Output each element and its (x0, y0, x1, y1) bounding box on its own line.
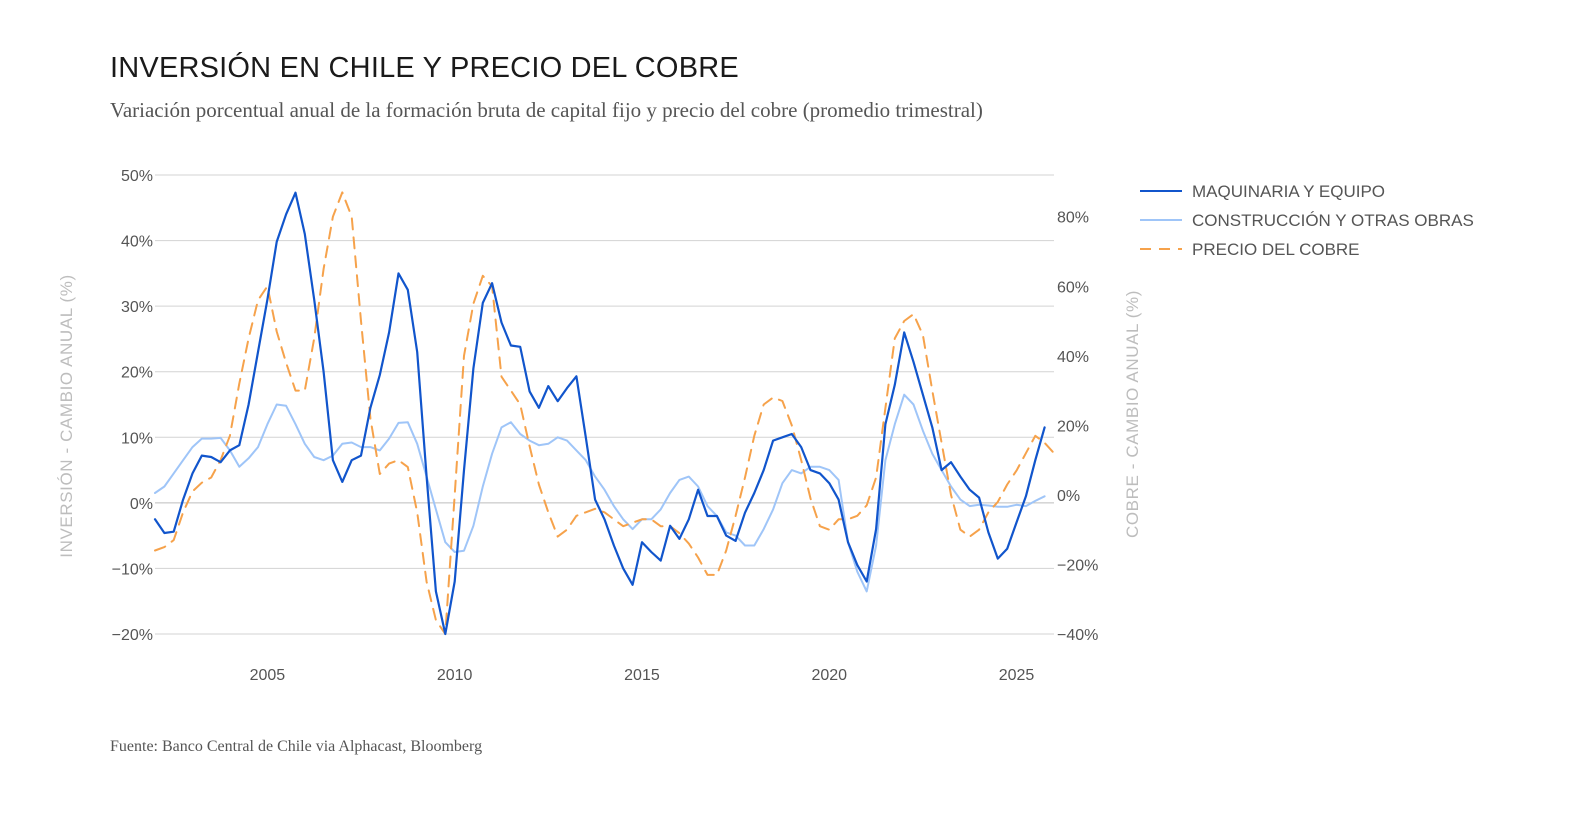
right-axis-ticks: 80% 60% 40% 20% 0% −20% −40% (1057, 210, 1098, 644)
right-tick-label: 60% (1057, 279, 1089, 296)
right-tick-label: 40% (1057, 349, 1089, 366)
series-lines (153, 191, 1055, 636)
x-tick-label: 2005 (250, 667, 286, 684)
series-line-cobre (154, 191, 1055, 635)
left-tick-label: −10% (112, 561, 153, 578)
left-tick-label: 50% (121, 168, 153, 185)
right-tick-label: 20% (1057, 418, 1089, 435)
left-tick-label: −20% (112, 627, 153, 644)
series-line-construccion (154, 393, 1046, 593)
right-axis-title: COBRE - CAMBIO ANUAL (%) (1123, 290, 1142, 538)
left-tick-label: 20% (121, 365, 153, 382)
chart-title: INVERSIÓN EN CHILE Y PRECIO DEL COBRE (110, 52, 739, 84)
right-tick-label: −20% (1057, 557, 1098, 574)
x-axis-ticks: 2005 2010 2015 2020 2025 (250, 667, 1035, 684)
legend-label: CONSTRUCCIÓN Y OTRAS OBRAS (1192, 211, 1474, 230)
x-tick-label: 2025 (999, 667, 1035, 684)
source-note: Fuente: Banco Central de Chile via Alpha… (110, 738, 483, 755)
left-tick-label: 10% (121, 430, 153, 447)
legend-label: MAQUINARIA Y EQUIPO (1192, 182, 1385, 201)
series-line-maquinaria (153, 191, 1046, 636)
left-axis-title: INVERSIÓN - CAMBIO ANUAL (%) (57, 274, 76, 558)
right-tick-label: 80% (1057, 210, 1089, 227)
right-tick-label: 0% (1057, 488, 1080, 505)
left-tick-label: 40% (121, 234, 153, 251)
right-tick-label: −40% (1057, 627, 1098, 644)
left-tick-label: 30% (121, 299, 153, 316)
x-tick-label: 2015 (624, 667, 660, 684)
x-tick-label: 2010 (437, 667, 473, 684)
legend: MAQUINARIA Y EQUIPO CONSTRUCCIÓN Y OTRAS … (1140, 182, 1474, 259)
x-tick-label: 2020 (811, 667, 847, 684)
legend-label: PRECIO DEL COBRE (1192, 240, 1360, 259)
chart-subtitle: Variación porcentual anual de la formaci… (110, 98, 983, 122)
left-tick-label: 0% (130, 496, 153, 513)
gridlines (155, 174, 1054, 635)
left-axis-ticks: 50% 40% 30% 20% 10% 0% −10% −20% (112, 168, 153, 644)
